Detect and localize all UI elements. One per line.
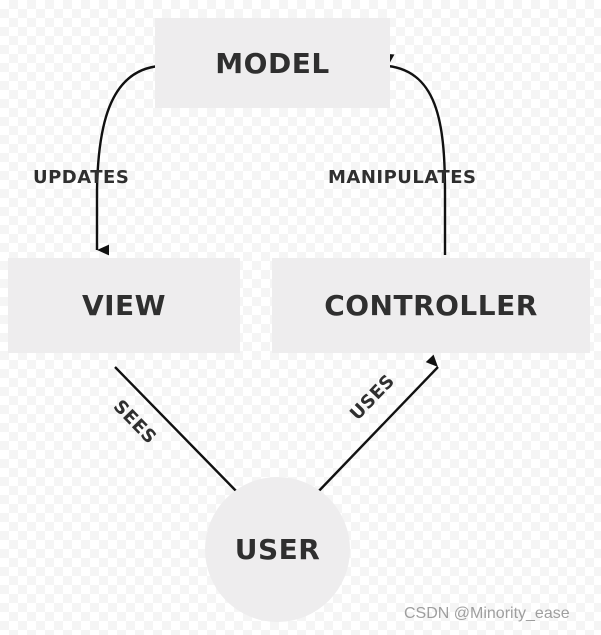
edge-label-updates: UPDATES: [33, 167, 129, 188]
node-model-label: MODEL: [215, 47, 329, 80]
node-user-label: USER: [235, 533, 321, 566]
node-model: MODEL: [155, 18, 390, 108]
node-controller: CONTROLLER: [272, 258, 590, 353]
node-view: VIEW: [8, 258, 240, 353]
mvc-diagram: MODEL VIEW CONTROLLER USER UPDATES MANIP…: [0, 0, 601, 635]
node-view-label: VIEW: [82, 289, 166, 322]
node-controller-label: CONTROLLER: [324, 289, 538, 322]
edge-label-manipulates: MANIPULATES: [328, 167, 476, 188]
node-user: USER: [205, 477, 350, 622]
